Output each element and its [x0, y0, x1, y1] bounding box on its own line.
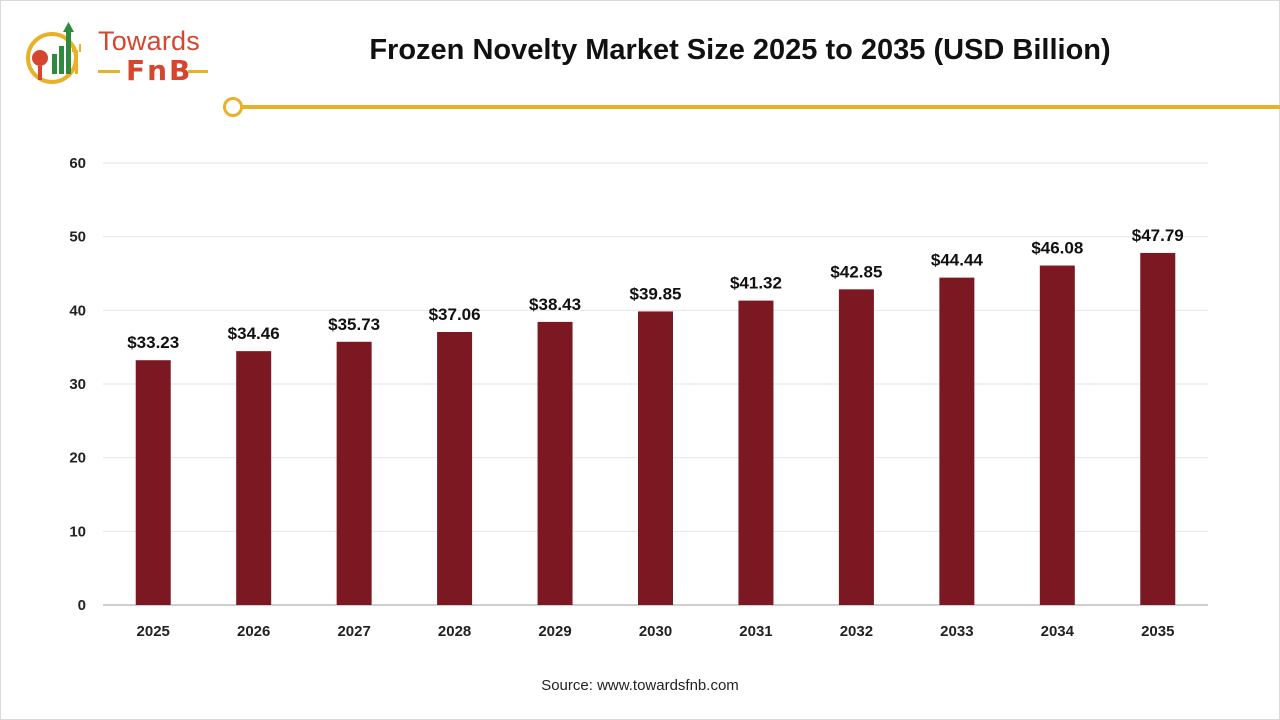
data-label: $46.08: [1031, 239, 1083, 258]
data-label: $41.32: [730, 274, 782, 293]
y-tick-label: 10: [69, 523, 86, 540]
brand-logo: Towards FnB: [22, 18, 212, 90]
brand-logo-icon: [26, 22, 81, 84]
data-label: $39.85: [630, 284, 682, 303]
bar: [437, 331, 473, 605]
bar: [638, 311, 673, 605]
bar: [939, 277, 975, 605]
brand-name-line2: FnB: [126, 54, 193, 87]
data-label: $35.73: [328, 315, 380, 334]
x-tick-label: 2033: [940, 623, 973, 640]
x-tick-label: 2026: [237, 623, 270, 640]
x-tick-label: 2030: [639, 623, 672, 640]
bar: [537, 321, 573, 605]
brand-dash-right: [188, 70, 208, 73]
data-label: $47.79: [1132, 226, 1184, 245]
y-tick-label: 20: [69, 450, 86, 467]
data-label: $37.06: [429, 305, 481, 324]
title-underline-dot: [223, 97, 243, 117]
source-note: Source: www.towardsfnb.com: [541, 677, 739, 694]
x-tick-label: 2025: [137, 623, 170, 640]
bar: [1140, 252, 1176, 605]
bar: [838, 289, 874, 605]
data-label: $33.23: [127, 333, 179, 352]
data-label: $38.43: [529, 295, 581, 314]
bar: [236, 351, 272, 605]
y-tick-label: 30: [69, 376, 86, 393]
brand-name-line1: Towards: [98, 26, 200, 56]
title-underline: [240, 105, 1280, 109]
x-tick-label: 2035: [1141, 623, 1174, 640]
chart-title: Frozen Novelty Market Size 2025 to 2035 …: [369, 34, 1111, 66]
bar: [738, 300, 774, 605]
y-tick-label: 0: [78, 597, 86, 614]
bar: [135, 360, 171, 605]
data-label: $44.44: [931, 251, 984, 270]
brand-dash-left: [98, 70, 120, 73]
y-tick-label: 40: [69, 302, 86, 319]
bar: [336, 341, 372, 605]
x-tick-label: 2031: [739, 623, 772, 640]
data-label: $34.46: [228, 324, 280, 343]
y-tick-label: 50: [69, 229, 86, 246]
bar: [1039, 265, 1075, 605]
x-tick-label: 2029: [538, 623, 571, 640]
x-tick-label: 2034: [1041, 623, 1075, 640]
x-tick-label: 2028: [438, 623, 471, 640]
x-tick-label: 2027: [337, 623, 370, 640]
data-label: $42.85: [830, 262, 882, 281]
x-tick-label: 2032: [840, 623, 873, 640]
y-tick-label: 60: [69, 155, 86, 172]
